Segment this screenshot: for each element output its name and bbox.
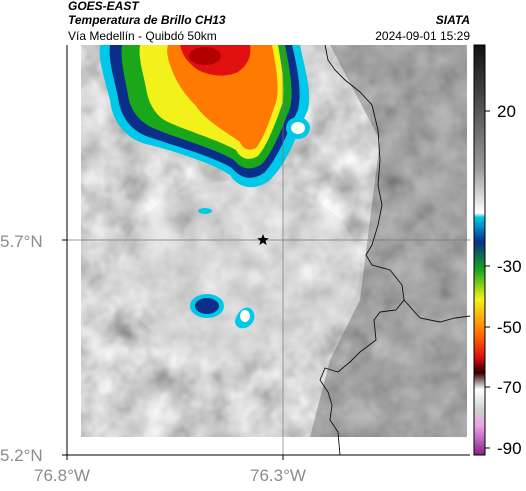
longitude-label: 76.8°W [34, 466, 90, 485]
cloud-cell-south [190, 294, 224, 318]
eastern-dark-region [310, 45, 467, 437]
satellite-title: GOES-EAST [68, 0, 139, 13]
cloud-cell-southeast [235, 307, 255, 329]
department-boundary-branch [403, 299, 471, 323]
department-boundary [319, 44, 405, 456]
cloud-cell-east [286, 117, 310, 139]
datetime-label: 2024-09-01 15:29 [375, 29, 470, 43]
colorbar [473, 44, 486, 456]
location-star-marker [257, 234, 269, 245]
route-subtitle: Vía Medellín - Quibdó 50km [68, 29, 217, 43]
colorbar-label: 20 [497, 102, 516, 121]
product-title: Temperatura de Brillo CH13 [68, 13, 226, 27]
organization-label: SIATA [435, 13, 470, 27]
cloud-speck [198, 208, 212, 214]
colorbar-label: -90 [497, 439, 522, 458]
colorbar-label: -50 [497, 318, 522, 337]
longitude-label: 76.3°W [250, 466, 306, 485]
central-light-region [120, 180, 360, 360]
latitude-label: 5.2°N [0, 446, 43, 465]
convective-cloud-north [99, 45, 310, 188]
colorbar-label: -70 [497, 378, 522, 397]
latitude-label: 5.7°N [0, 232, 43, 251]
colorbar-label: -30 [497, 257, 522, 276]
